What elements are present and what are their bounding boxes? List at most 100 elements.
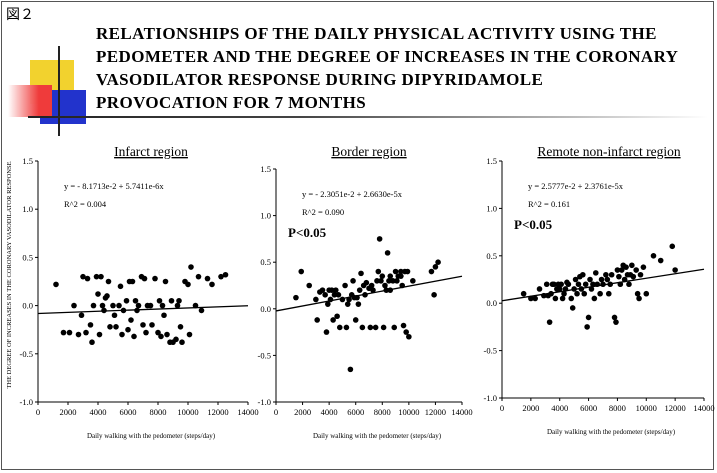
data-point xyxy=(400,322,407,329)
scatter-chart-3: Remote non-infarct region -1.0 -0.5 0.0 0.5 1… xyxy=(484,144,715,436)
x-tick-label: 2000 xyxy=(522,403,539,413)
data-point xyxy=(380,324,387,331)
data-point xyxy=(298,268,305,275)
chart-title: Remote non-infarct region xyxy=(537,144,680,159)
data-point xyxy=(113,324,119,330)
chart-title: Infarct region xyxy=(114,144,188,159)
data-point xyxy=(352,317,359,323)
data-point xyxy=(565,281,572,288)
decorative-vertical-line xyxy=(58,46,60,136)
data-point xyxy=(313,296,319,303)
data-point xyxy=(569,305,576,311)
data-point xyxy=(605,290,612,297)
data-point xyxy=(179,339,185,346)
data-point xyxy=(342,282,348,289)
r-squared: R^2 = 0.090 xyxy=(302,207,344,217)
data-point xyxy=(428,268,435,275)
decorative-horizontal-rule xyxy=(28,116,708,118)
data-point xyxy=(559,295,566,302)
y-tick-label: 1.5 xyxy=(22,156,33,166)
y-tick-label: 0.5 xyxy=(260,257,271,267)
data-point xyxy=(536,286,543,292)
x-axis-label: Daily walking with the pedometer (steps/… xyxy=(313,432,442,440)
data-point xyxy=(329,287,335,293)
data-point xyxy=(204,275,211,282)
data-point xyxy=(198,307,205,314)
data-point xyxy=(432,264,439,270)
data-point xyxy=(159,302,166,309)
data-point xyxy=(156,297,163,304)
data-point xyxy=(356,287,363,293)
data-point xyxy=(75,331,82,338)
x-tick-label: 6000 xyxy=(580,403,597,413)
x-tick-label: 2000 xyxy=(294,407,311,417)
p-value: P<0.05 xyxy=(288,225,327,240)
data-point xyxy=(350,278,356,284)
data-point xyxy=(391,324,398,331)
data-point xyxy=(629,262,635,269)
x-tick-label: 6000 xyxy=(347,407,364,417)
data-point xyxy=(110,302,116,309)
data-point xyxy=(132,297,139,304)
x-tick-label: 8000 xyxy=(374,407,391,417)
title-line: PROVOCATION FOR 7 MONTHS xyxy=(96,93,367,112)
data-point xyxy=(174,302,181,309)
data-point xyxy=(392,268,399,275)
data-point xyxy=(141,275,148,282)
data-point xyxy=(390,278,396,284)
data-point xyxy=(104,293,110,299)
data-point xyxy=(336,324,343,331)
data-point xyxy=(431,292,437,298)
data-point xyxy=(379,273,386,279)
y-tick-label: -1.0 xyxy=(258,397,271,407)
y-tick-label: 1.5 xyxy=(486,156,497,166)
decorative-red-square xyxy=(8,85,52,117)
data-point xyxy=(322,292,328,298)
chart-title: Border region xyxy=(331,144,407,159)
data-point xyxy=(78,312,85,319)
data-point xyxy=(152,275,158,282)
y-tick-label: 0.0 xyxy=(22,301,33,311)
r-squared: R^2 = 0.161 xyxy=(528,199,570,209)
x-tick-label: 10000 xyxy=(636,403,657,413)
y-axis-label: THE DEGREE OF INCREASES IN THE CORONARY … xyxy=(6,161,13,388)
data-point xyxy=(168,297,175,304)
data-point xyxy=(363,279,370,286)
y-tick-label: 0.5 xyxy=(486,251,497,261)
data-point xyxy=(347,366,354,373)
data-point xyxy=(129,278,136,285)
x-tick-label: 4000 xyxy=(321,407,338,417)
data-point xyxy=(575,281,582,288)
slide-title: RELATIONSHIPS OF THE DAILY PHYSICAL ACTI… xyxy=(96,22,706,114)
data-point xyxy=(89,339,95,346)
data-point xyxy=(218,273,224,280)
data-point xyxy=(186,331,193,338)
data-point xyxy=(188,264,194,270)
data-point xyxy=(53,281,59,288)
data-point xyxy=(359,324,366,331)
data-point xyxy=(672,267,678,273)
figure-label: 図２ xyxy=(6,8,34,23)
title-line: PEDOMETER AND THE DEGREE OF INCREASES IN… xyxy=(96,47,679,66)
data-point xyxy=(597,290,603,297)
y-tick-label: 0.5 xyxy=(22,252,33,262)
x-axis-label: Daily walking with the pedometer (steps/… xyxy=(87,432,216,440)
y-tick-label: 1.0 xyxy=(260,211,271,221)
data-point xyxy=(376,236,383,242)
data-point xyxy=(105,278,112,285)
data-point xyxy=(634,290,641,297)
title-line: VASODILATOR RESPONSE DURING DIPYRIDAMOLE xyxy=(96,70,544,89)
data-point xyxy=(117,283,124,290)
data-point xyxy=(572,276,579,283)
data-point xyxy=(585,314,592,321)
data-point xyxy=(627,271,634,278)
data-point xyxy=(598,276,605,283)
regression-line xyxy=(37,305,249,315)
data-point xyxy=(149,322,155,328)
data-point xyxy=(386,278,392,284)
data-point xyxy=(162,278,169,285)
data-point xyxy=(60,329,67,336)
data-point xyxy=(375,268,382,275)
